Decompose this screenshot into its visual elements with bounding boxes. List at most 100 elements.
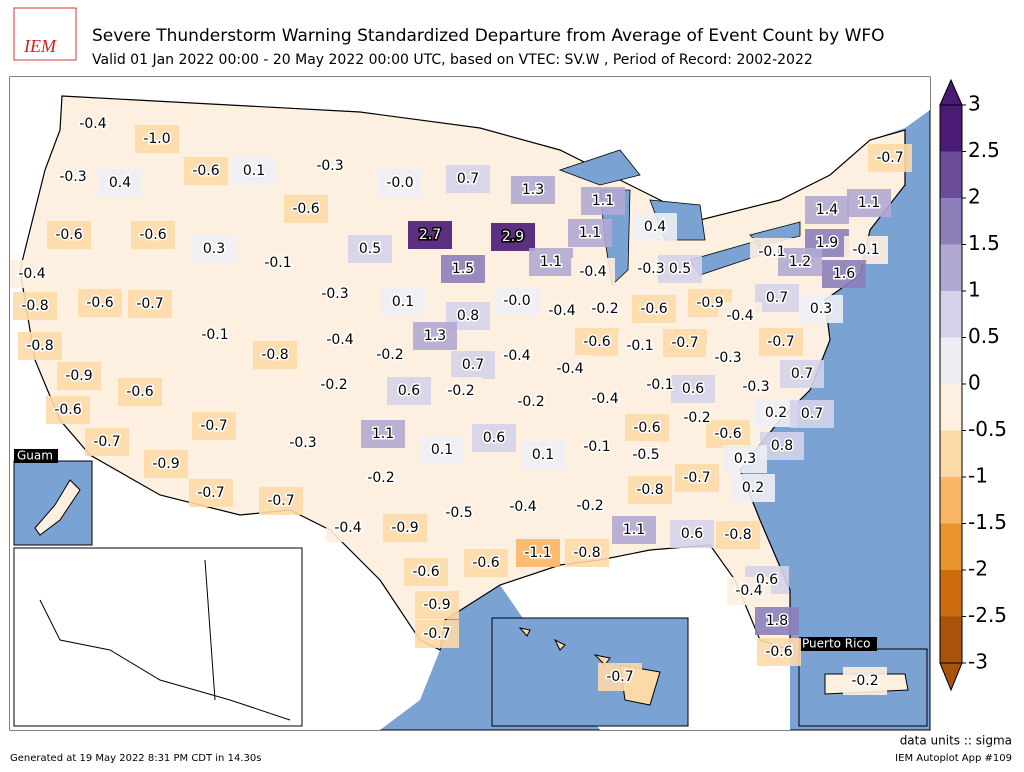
wfo-label: -0.1 [646, 377, 673, 393]
colorbar-extend-top [939, 78, 963, 106]
wfo-region [583, 385, 627, 413]
guam-label-bg [14, 449, 58, 463]
wfo-label: -0.6 [583, 334, 610, 350]
wfo-label: 0.8 [457, 308, 479, 324]
colorbar-bin [940, 477, 962, 524]
wfo-region [568, 492, 612, 520]
wfo-label: -0.2 [376, 347, 403, 363]
map: Guam Puerto Rico -0.4-1.0-0.3 0.4-0.6 0.1-… [9, 76, 931, 731]
wfo-label: -0.2 [320, 377, 347, 393]
wfo-region [598, 663, 642, 691]
wfo-label: 1.1 [579, 225, 601, 241]
wfo-region [624, 441, 668, 469]
wfo-label: 0.6 [756, 572, 778, 588]
wfo-region [706, 344, 750, 372]
wfo-label: 1.2 [789, 254, 811, 270]
colorbar-bin [940, 105, 962, 152]
great-lakes [558, 149, 801, 286]
wfo-label: -0.1 [758, 244, 785, 260]
colorbar-tick-label: 2 [968, 185, 981, 209]
wfo-region [706, 420, 750, 448]
wfo-label: -0.7 [267, 493, 294, 509]
wfo-region [663, 329, 707, 357]
wfo-region [313, 280, 357, 308]
wfo-region [408, 221, 452, 249]
wfo-region [501, 493, 545, 521]
wfo-label: -0.4 [334, 520, 361, 536]
wfo-region [495, 342, 539, 370]
wfo-label: -0.4 [79, 116, 106, 132]
wfo-region [383, 514, 427, 542]
wfo-label: -0.8 [636, 482, 663, 498]
wfo-label: -0.8 [573, 545, 600, 561]
wfo-region [404, 558, 448, 586]
wfo-label: 0.4 [644, 219, 666, 235]
colorbar-tick-label: 1 [968, 278, 981, 302]
wfo-label: -0.8 [21, 298, 48, 314]
wfo-region [381, 288, 425, 316]
subtitle: Valid 01 Jan 2022 00:00 - 20 May 2022 00… [92, 52, 813, 68]
wfo-region [51, 163, 95, 191]
wfo-label: -0.2 [576, 498, 603, 514]
wfo-region [734, 373, 778, 401]
guam-label: Guam [17, 449, 53, 463]
colorbar-bin [940, 384, 962, 431]
wfo-label: -0.9 [152, 456, 179, 472]
wfo-label: 0.6 [682, 381, 704, 397]
wfo-region [509, 388, 553, 416]
wfo-region [46, 396, 90, 424]
wfo-label: 1.1 [372, 426, 394, 442]
wfo-region [727, 577, 771, 605]
logo-frame [13, 7, 77, 61]
wfo-label: 1.1 [592, 193, 614, 209]
wfo-region [144, 450, 188, 478]
colorbar-extend-bottom [939, 662, 963, 692]
wfo-region [413, 322, 457, 350]
wfo-label: 0.6 [398, 383, 420, 399]
wfo-region [192, 235, 236, 263]
wfo-region [464, 549, 508, 577]
wfo-label: 1.3 [522, 182, 544, 198]
wfo-region [451, 351, 495, 379]
wfo-region [843, 667, 887, 695]
wfo-label: -0.5 [632, 447, 659, 463]
wfo-region [10, 260, 54, 288]
wfo-region [671, 375, 715, 403]
wfo-region [253, 341, 297, 369]
wfo-label: -0.6 [86, 295, 113, 311]
pr-label: Puerto Rico [802, 637, 870, 651]
wfo-region [47, 221, 91, 249]
wfo-label: 0.7 [462, 357, 484, 373]
wfo-label: -0.7 [200, 418, 227, 434]
wfo-region [326, 514, 370, 542]
wfo-label: -0.3 [714, 350, 741, 366]
wfo-label: 2.9 [502, 229, 524, 245]
wfo-region [98, 169, 142, 197]
wfo-labels: -0.4 -1.0 -0.3 0.4 -0.6 0.1 -0.3 -0.0 0.7 1.3 1.1 -… [10, 110, 912, 695]
wfo-region [193, 321, 237, 349]
colorbar-tick-label: -1.5 [968, 510, 1007, 534]
wfo-label: 0.6 [681, 526, 703, 542]
wfo-label: 1.8 [766, 613, 788, 629]
colorbar-tick-label: -1 [968, 464, 988, 488]
wfo-label: -0.7 [197, 485, 224, 501]
wfo-label: -0.5 [445, 505, 472, 521]
wfo-label: -0.6 [139, 227, 166, 243]
wfo-label: -0.3 [321, 286, 348, 302]
wfo-label: -0.7 [767, 334, 794, 350]
wfo-label: -0.3 [289, 435, 316, 451]
wfo-label: -0.3 [637, 261, 664, 277]
wfo-region [759, 328, 803, 356]
colorbar-bin [940, 337, 962, 384]
wfo-region [521, 441, 565, 469]
wfo-region [368, 341, 412, 369]
wfo-label: -0.4 [509, 499, 536, 515]
wfo-label: -0.8 [26, 338, 53, 354]
wfo-region [612, 516, 656, 544]
wfo-label: -0.3 [742, 379, 769, 395]
wfo-region [716, 521, 760, 549]
wfo-region [415, 620, 459, 648]
wfo-label: 1.5 [452, 261, 474, 277]
wfo-label: -0.6 [633, 420, 660, 436]
